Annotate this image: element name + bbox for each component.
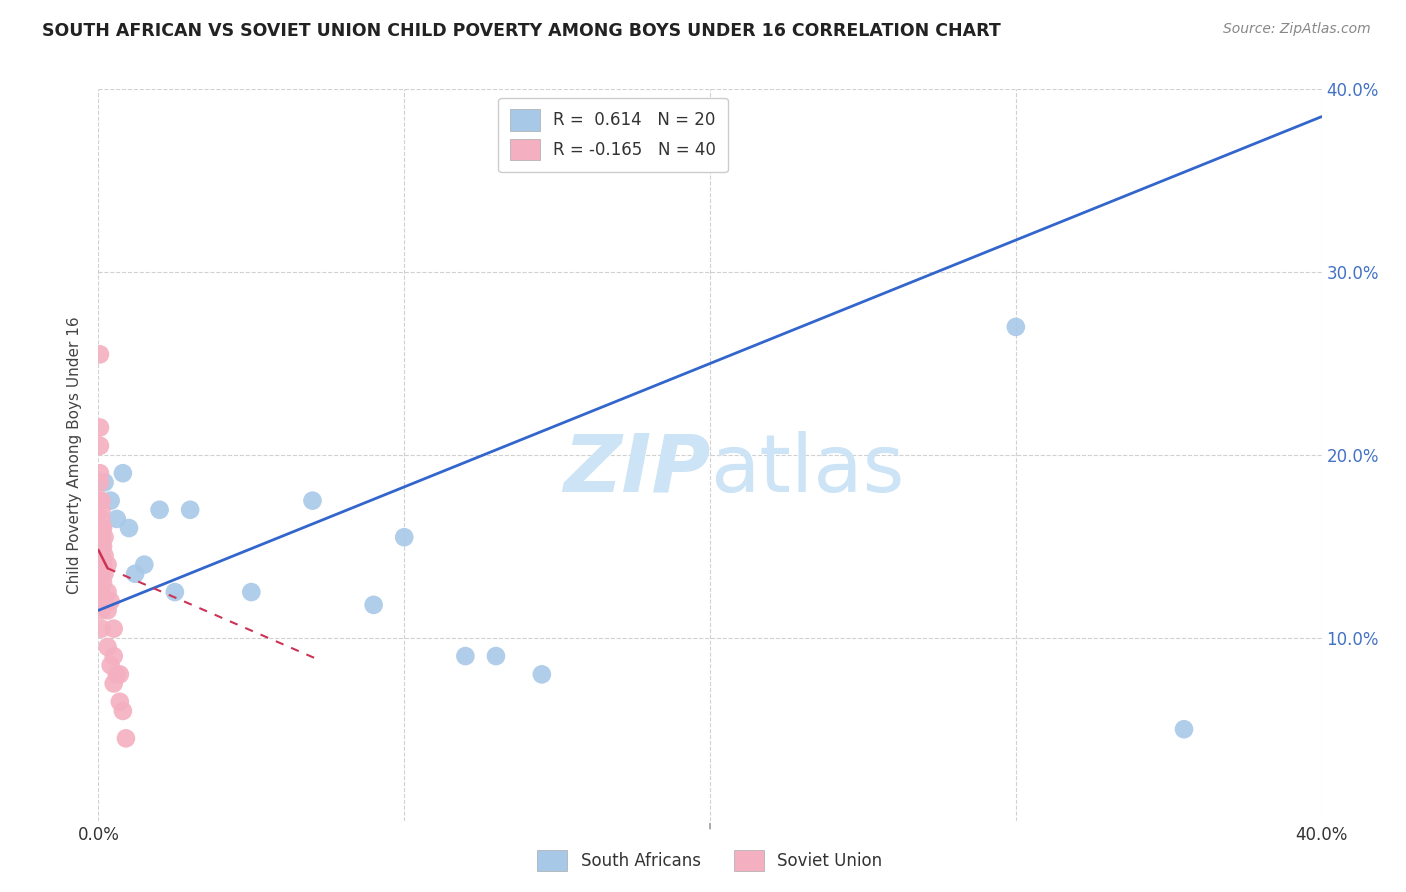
Point <box>89 466 111 480</box>
Point <box>301 493 323 508</box>
Point <box>240 585 263 599</box>
Point <box>90 566 112 581</box>
Point <box>90 521 112 535</box>
Y-axis label: Child Poverty Among Boys Under 16: Child Poverty Among Boys Under 16 <box>67 316 83 594</box>
Point <box>90 512 112 526</box>
Point <box>163 585 186 599</box>
Point <box>363 598 385 612</box>
Point <box>90 603 112 617</box>
Point <box>100 493 122 508</box>
Text: atlas: atlas <box>710 431 904 508</box>
Point <box>97 640 120 654</box>
Point <box>111 466 134 480</box>
Point <box>91 558 114 572</box>
Point <box>90 558 112 572</box>
Point <box>91 521 114 535</box>
Point <box>90 549 112 563</box>
Point <box>118 521 141 535</box>
Text: ZIP: ZIP <box>562 431 710 508</box>
Point <box>89 420 111 434</box>
Point <box>89 439 111 453</box>
Point <box>93 549 115 563</box>
Point <box>134 558 156 572</box>
Point <box>485 649 508 664</box>
Point <box>111 704 134 718</box>
Point <box>90 493 112 508</box>
Point <box>1004 320 1026 334</box>
Point <box>97 603 120 617</box>
Point <box>89 493 111 508</box>
Point <box>105 512 128 526</box>
Point <box>93 530 115 544</box>
Point <box>90 585 112 599</box>
Point <box>103 622 125 636</box>
Point <box>90 502 112 516</box>
Point <box>93 594 115 608</box>
Point <box>89 475 111 490</box>
Point <box>124 566 146 581</box>
Legend: South Africans, Soviet Union: South Africans, Soviet Union <box>531 844 889 878</box>
Point <box>179 502 201 516</box>
Point <box>90 622 112 636</box>
Point <box>108 695 131 709</box>
Point <box>103 649 125 664</box>
Point <box>90 530 112 544</box>
Point <box>454 649 477 664</box>
Text: SOUTH AFRICAN VS SOVIET UNION CHILD POVERTY AMONG BOYS UNDER 16 CORRELATION CHAR: SOUTH AFRICAN VS SOVIET UNION CHILD POVE… <box>42 22 1001 40</box>
Point <box>90 539 112 553</box>
Point <box>89 347 111 361</box>
Point <box>108 667 131 681</box>
Point <box>530 667 553 681</box>
Point <box>93 475 115 490</box>
Text: Source: ZipAtlas.com: Source: ZipAtlas.com <box>1223 22 1371 37</box>
Point <box>91 576 114 591</box>
Point <box>100 658 122 673</box>
Point <box>115 731 138 746</box>
Point <box>149 502 172 516</box>
Point <box>93 566 115 581</box>
Point <box>105 667 128 681</box>
Point <box>100 594 122 608</box>
Point <box>103 676 125 690</box>
Point <box>97 585 120 599</box>
Point <box>392 530 416 544</box>
Point <box>97 558 120 572</box>
Point <box>90 549 112 563</box>
Point <box>91 539 114 553</box>
Point <box>1173 723 1195 737</box>
